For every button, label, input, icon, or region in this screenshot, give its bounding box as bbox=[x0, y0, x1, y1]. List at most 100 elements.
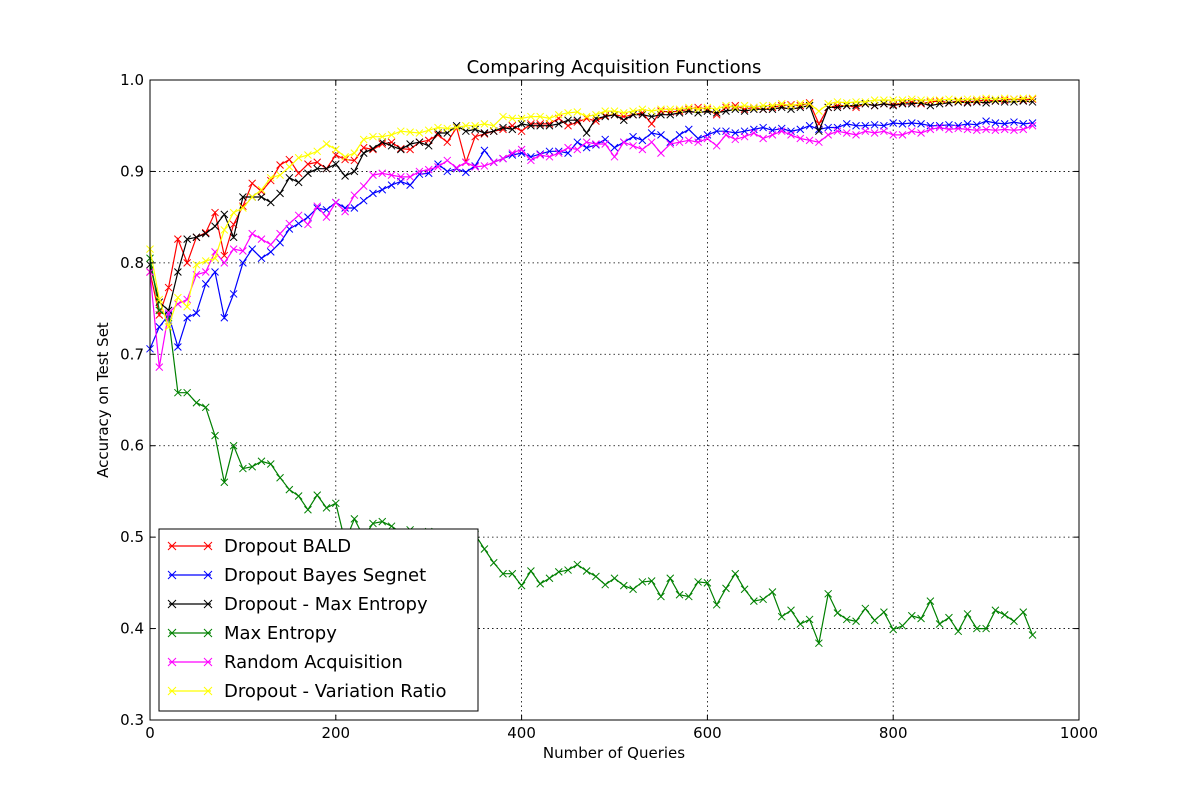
data-point-marker bbox=[954, 121, 963, 130]
data-point-marker bbox=[666, 574, 675, 583]
data-point-marker bbox=[787, 101, 795, 110]
legend-label: Max Entropy bbox=[224, 623, 337, 644]
data-point-marker bbox=[907, 119, 916, 127]
data-point-marker bbox=[824, 99, 833, 108]
data-point-marker bbox=[963, 610, 972, 618]
data-point-marker bbox=[266, 248, 275, 256]
data-point-marker bbox=[294, 178, 303, 187]
data-point-marker bbox=[369, 189, 377, 198]
data-point-marker bbox=[183, 235, 192, 243]
data-point-marker bbox=[554, 568, 563, 576]
x-tick-label: 0 bbox=[145, 724, 155, 742]
data-point-marker bbox=[229, 245, 238, 253]
data-point-marker bbox=[220, 251, 229, 260]
data-point-marker bbox=[722, 107, 730, 115]
data-point-marker bbox=[220, 478, 229, 487]
data-point-marker bbox=[684, 592, 693, 601]
data-point-marker bbox=[629, 132, 637, 141]
data-point-marker bbox=[657, 105, 665, 114]
data-point-marker bbox=[833, 123, 842, 132]
data-point-marker bbox=[378, 140, 387, 148]
data-point-marker bbox=[592, 140, 600, 148]
data-point-marker bbox=[675, 131, 684, 139]
data-point-marker bbox=[443, 156, 452, 165]
legend-swatch-marker bbox=[167, 686, 177, 696]
data-point-marker bbox=[164, 283, 173, 292]
data-point-marker bbox=[805, 99, 814, 108]
data-point-marker bbox=[164, 323, 173, 331]
x-axis-label: Number of Queries bbox=[543, 744, 685, 762]
data-point-marker bbox=[257, 457, 266, 466]
data-point-marker bbox=[201, 229, 210, 238]
data-point-marker bbox=[638, 105, 647, 114]
data-point-marker bbox=[917, 614, 925, 623]
data-point-marker bbox=[619, 116, 628, 125]
data-point-marker bbox=[582, 567, 591, 575]
data-point-marker bbox=[573, 138, 582, 147]
data-point-marker bbox=[666, 105, 675, 114]
data-point-marker bbox=[276, 473, 284, 482]
data-point-marker bbox=[759, 123, 767, 132]
data-point-marker bbox=[768, 131, 777, 139]
data-point-marker bbox=[647, 138, 656, 147]
data-point-marker bbox=[294, 211, 303, 220]
data-point-marker bbox=[378, 169, 387, 178]
data-point-marker bbox=[582, 112, 591, 121]
data-point-marker bbox=[740, 127, 749, 136]
legend-box bbox=[158, 528, 479, 712]
data-point-marker bbox=[777, 103, 786, 112]
data-point-marker bbox=[192, 260, 201, 269]
data-point-marker bbox=[880, 96, 888, 104]
data-point-marker bbox=[777, 99, 786, 108]
data-point-marker bbox=[824, 123, 833, 132]
data-point-marker bbox=[638, 578, 647, 586]
data-point-marker bbox=[926, 597, 935, 605]
data-point-marker bbox=[174, 268, 182, 276]
data-point-marker bbox=[424, 141, 433, 150]
data-point-marker bbox=[982, 94, 990, 103]
data-point-marker bbox=[276, 171, 284, 179]
data-point-marker bbox=[406, 145, 414, 154]
data-point-marker bbox=[462, 127, 470, 136]
data-point-marker bbox=[229, 290, 238, 298]
data-point-marker bbox=[898, 96, 907, 104]
data-point-marker bbox=[657, 149, 665, 157]
data-point-marker bbox=[183, 388, 192, 397]
data-point-marker bbox=[462, 158, 470, 167]
data-point-marker bbox=[174, 293, 182, 302]
data-point-marker bbox=[852, 121, 860, 130]
data-point-marker bbox=[322, 140, 331, 148]
data-point-marker bbox=[852, 617, 860, 626]
legend-swatch-marker bbox=[203, 570, 213, 580]
data-point-marker bbox=[647, 112, 656, 121]
data-point-marker bbox=[508, 114, 517, 123]
data-point-marker bbox=[276, 189, 284, 198]
data-point-marker bbox=[833, 98, 842, 106]
data-point-marker bbox=[211, 431, 219, 440]
data-point-marker bbox=[601, 580, 610, 589]
data-point-marker bbox=[1010, 126, 1018, 135]
y-tick-label: 0.8 bbox=[120, 254, 144, 272]
legend-item-max-entropy: Max Entropy bbox=[167, 623, 337, 644]
legend-swatch-marker bbox=[167, 570, 177, 580]
data-point-marker bbox=[898, 99, 907, 108]
data-point-marker bbox=[898, 621, 907, 630]
data-point-marker bbox=[1028, 121, 1037, 130]
data-point-marker bbox=[554, 110, 563, 119]
data-point-marker bbox=[266, 198, 275, 207]
data-point-marker bbox=[898, 120, 907, 128]
data-point-marker bbox=[276, 229, 284, 238]
data-point-marker bbox=[592, 117, 600, 125]
data-point-marker bbox=[545, 147, 554, 156]
data-point-marker bbox=[657, 110, 665, 119]
data-point-marker bbox=[257, 187, 266, 196]
data-point-marker bbox=[294, 219, 303, 228]
data-point-marker bbox=[982, 125, 990, 134]
data-point-marker bbox=[731, 101, 740, 110]
data-point-marker bbox=[350, 191, 359, 200]
data-point-marker bbox=[229, 441, 238, 450]
data-point-marker bbox=[991, 126, 1000, 135]
data-point-marker bbox=[266, 460, 275, 468]
data-point-marker bbox=[629, 110, 637, 119]
data-point-marker bbox=[601, 107, 610, 115]
